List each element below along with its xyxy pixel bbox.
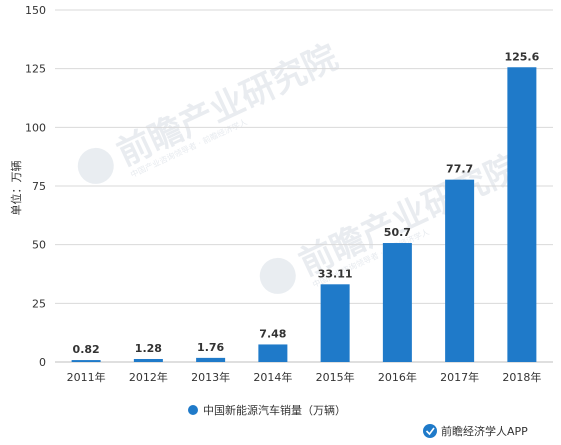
legend: 中国新能源汽车销量（万辆） [188, 403, 346, 417]
bar [196, 357, 226, 362]
y-tick-label: 150 [25, 4, 46, 17]
watermark-logo-icon [259, 257, 296, 294]
watermark-logo-icon [77, 147, 114, 184]
data-label: 7.48 [259, 327, 286, 340]
bar [445, 179, 475, 362]
x-tick-label: 2014年 [253, 370, 292, 384]
x-tick-label: 2011年 [67, 370, 106, 384]
y-tick-label: 100 [25, 121, 46, 134]
y-axis-ticks: 0 25 50 75 100 125 150 [25, 4, 46, 369]
bar [320, 284, 350, 362]
x-tick-label: 2016年 [378, 370, 417, 384]
data-label: 33.11 [318, 267, 353, 280]
data-label: 0.82 [73, 343, 100, 356]
watermark-upper: 前瞻产业研究院 中国产业咨询领导者 · 前瞻经济学人 [77, 37, 344, 184]
legend-label: 中国新能源汽车销量（万辆） [203, 403, 346, 417]
x-tick-label: 2018年 [502, 370, 541, 384]
credit-label: 前瞻经济学人APP [441, 424, 528, 438]
x-tick-label: 2017年 [440, 370, 479, 384]
data-label: 1.76 [197, 341, 224, 354]
bar [71, 360, 101, 362]
bar [507, 67, 537, 362]
credit: 前瞻经济学人APP [423, 424, 528, 438]
data-label: 125.6 [504, 50, 539, 63]
legend-marker [188, 405, 198, 415]
y-tick-label: 50 [32, 239, 46, 252]
y-tick-label: 25 [32, 297, 46, 310]
x-tick-label: 2013年 [191, 370, 230, 384]
data-label: 1.28 [135, 342, 162, 355]
bar [133, 358, 163, 362]
data-label: 50.7 [384, 226, 411, 239]
x-tick-label: 2015年 [316, 370, 355, 384]
x-tick-label: 2012年 [129, 370, 168, 384]
qianzhan-logo-icon [423, 424, 437, 438]
bars [71, 67, 537, 362]
logo-check-mark [425, 427, 435, 436]
watermark-text-upper: 前瞻产业研究院 [111, 37, 344, 174]
x-axis-ticks: 2011年 2012年 2013年 2014年 2015年 2016年 2017年 2018年 [67, 370, 542, 384]
bar [258, 344, 288, 362]
y-tick-label: 75 [32, 180, 46, 193]
bar [382, 243, 412, 362]
y-tick-label: 125 [25, 63, 46, 76]
y-tick-label: 0 [39, 356, 46, 369]
data-label: 77.7 [446, 163, 473, 176]
data-labels: 0.82 1.28 1.76 7.48 33.11 50.7 77.7 125.6 [73, 50, 540, 356]
y-axis-label: 单位：万辆 [9, 161, 23, 216]
